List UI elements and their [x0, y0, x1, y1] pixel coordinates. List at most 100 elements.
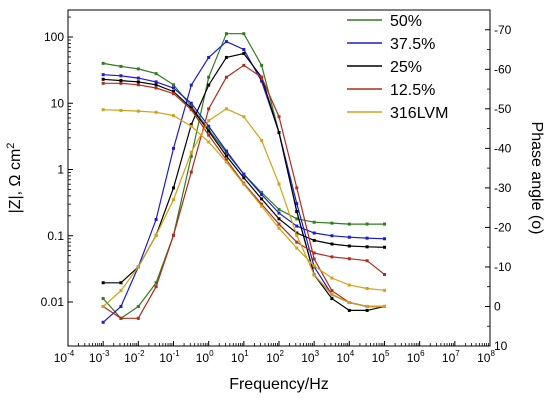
impedance-point — [224, 158, 228, 162]
phase-point — [224, 32, 228, 36]
right-tick-label: -30 — [494, 181, 512, 195]
axis-ticks — [67, 16, 491, 347]
x-axis-title: Frequency/Hz — [229, 376, 329, 393]
impedance-point — [347, 235, 351, 239]
impedance-point — [154, 110, 158, 114]
impedance-point — [330, 276, 334, 280]
phase-point — [365, 308, 369, 312]
impedance-point — [172, 114, 175, 118]
impedance-point — [101, 77, 105, 81]
phase-point — [242, 51, 246, 55]
right-tick-label: -50 — [494, 102, 512, 116]
x-tick-exponent: -1 — [173, 349, 181, 358]
x-tick-label: 108 — [477, 349, 495, 365]
impedance-point — [260, 190, 264, 194]
phase-point — [242, 115, 246, 119]
impedance-point — [224, 154, 228, 158]
legend: 50% 37.5% 25% 12.5% 316LVM — [347, 13, 448, 122]
phase-point — [224, 40, 228, 44]
x-tick-label: 105 — [372, 349, 390, 365]
impedance-point — [242, 182, 246, 186]
phase-point — [207, 119, 211, 123]
x-tick-label: 106 — [407, 349, 425, 365]
impedance-point — [207, 129, 211, 133]
x-tick-exponent: 3 — [315, 349, 320, 358]
impedance-point — [189, 106, 193, 110]
right-tick-label: 10 — [494, 339, 508, 353]
right-axis-title: Phase angle (o) — [528, 122, 545, 235]
left-tick-label: 100 — [44, 30, 64, 44]
impedance-point — [347, 257, 351, 261]
left-tick-label: 1 — [57, 163, 64, 177]
left-axis-title-text: |Z|, Ω cm — [7, 149, 24, 214]
phase-point — [154, 218, 158, 222]
phase-point — [189, 150, 193, 154]
impedance-point — [312, 231, 316, 235]
impedance-point — [312, 264, 316, 268]
phase-point — [224, 55, 228, 59]
impedance-point — [295, 240, 299, 244]
phase-point — [224, 75, 228, 79]
phase-point — [260, 138, 264, 142]
x-tick-exponent: -4 — [67, 349, 75, 358]
impedance-point — [365, 286, 369, 290]
impedance-point — [295, 224, 299, 228]
phase-point — [172, 146, 175, 150]
x-tick-exponent: 0 — [209, 349, 214, 358]
impedance-point — [383, 237, 386, 241]
series-5 — [101, 107, 386, 308]
impedance-point — [365, 222, 369, 226]
impedance-point — [207, 133, 211, 137]
phase-point — [136, 304, 140, 308]
legend-item: 37.5% — [347, 36, 435, 53]
phase-point — [136, 316, 140, 320]
phase-point — [207, 83, 211, 87]
left-axis-title: |Z|, Ω cm2 — [5, 143, 24, 214]
impedance-point — [136, 83, 140, 87]
x-tick-exponent: 6 — [420, 349, 425, 358]
impedance-point — [383, 273, 386, 277]
x-tick-exponent: 7 — [455, 349, 460, 358]
phase-point — [347, 301, 351, 305]
phase-point — [207, 55, 211, 59]
impedance-point — [189, 104, 193, 108]
phase-point — [295, 233, 299, 237]
impedance-point — [347, 283, 351, 287]
phase-point — [260, 63, 264, 67]
impedance-point — [136, 109, 140, 113]
impedance-point — [189, 101, 193, 105]
phase-point — [119, 289, 123, 293]
left-tick-label: 0.1 — [47, 229, 64, 243]
x-tick-label: 100 — [196, 349, 214, 365]
legend-label: 12.5% — [390, 82, 435, 99]
right-tick-label: 0 — [494, 299, 501, 313]
phase-point — [101, 297, 105, 301]
x-tick-label: 104 — [336, 349, 354, 365]
plot-area — [67, 9, 491, 347]
impedance-point — [189, 108, 193, 112]
left-axis-title-superscript: 2 — [5, 143, 17, 149]
impedance-point — [260, 204, 264, 208]
impedance-point — [330, 234, 334, 238]
impedance-point — [260, 202, 264, 206]
phase-point — [242, 63, 246, 67]
impedance-point — [330, 242, 334, 246]
impedance-point — [312, 251, 316, 255]
impedance-point — [154, 83, 158, 87]
impedance-point — [260, 197, 264, 201]
right-tick-label: -70 — [494, 23, 512, 37]
impedance-point — [260, 192, 264, 196]
phase-point — [347, 308, 351, 312]
legend-item: 12.5% — [347, 82, 435, 99]
impedance-point — [172, 90, 175, 94]
phase-point — [312, 273, 316, 277]
impedance-point — [347, 222, 351, 226]
right-tick-label: -20 — [494, 220, 512, 234]
legend-label: 37.5% — [390, 36, 435, 53]
series-layer — [101, 32, 386, 324]
impedance-point — [312, 238, 316, 242]
phase-point — [277, 115, 281, 119]
phase-point — [224, 107, 228, 111]
impedance-point — [172, 92, 175, 96]
